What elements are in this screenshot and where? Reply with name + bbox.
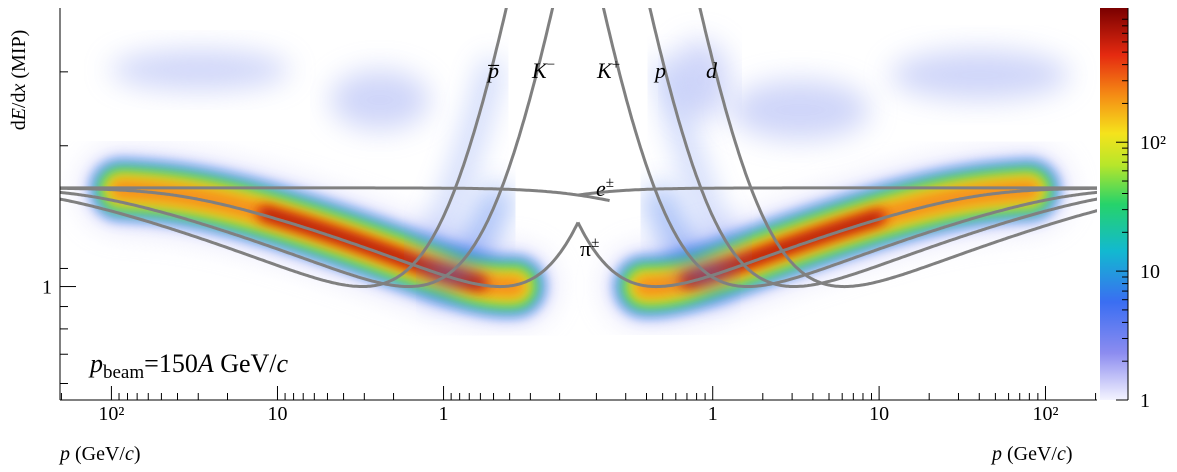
curve-label-base: d: [706, 58, 718, 83]
density-cloud: [890, 50, 1070, 100]
x-tick-label: 10²: [98, 403, 124, 425]
bethe-bloch-curve: [648, 8, 1097, 288]
curve-label-sup: +: [612, 57, 620, 73]
bethe-bloch-curve: [577, 186, 1097, 197]
curve-label: p: [653, 58, 666, 83]
annotation: pbeam=150A GeV/c: [88, 349, 289, 383]
curve-label: π±: [580, 235, 599, 261]
curve-label: e±: [596, 175, 614, 201]
curve-label-base: π: [580, 236, 591, 261]
bethe-bloch-curve: [60, 186, 580, 289]
curve-label-base: p̅: [486, 58, 500, 83]
x-tick-label: 10: [869, 403, 889, 425]
bethe-bloch-curve: [698, 8, 1097, 289]
curve-label: d: [706, 58, 718, 83]
curves: [60, 8, 1097, 289]
z-tick-label: 10²: [1140, 132, 1166, 154]
x-tick-label: 1: [439, 403, 449, 425]
x-tick-label: 1: [708, 403, 718, 425]
curve-label-base: e: [596, 176, 606, 201]
y-tick-label: 1: [42, 277, 52, 299]
bethe-bloch-curve: [576, 186, 1097, 289]
density-cloud: [330, 70, 430, 130]
curve-label-base: p: [653, 58, 666, 83]
bethe-bloch-curve: [60, 8, 555, 288]
curve-label-base: K: [531, 58, 548, 83]
curve-label: K+: [596, 57, 620, 83]
curve-label-sup: −: [547, 57, 555, 73]
curve-label-sup: ±: [591, 235, 599, 251]
bethe-bloch-curve: [601, 8, 1097, 288]
curve-label-sup: ±: [606, 175, 614, 191]
z-tick-label: 1: [1140, 390, 1150, 412]
bethe-bloch-curve: [60, 186, 610, 203]
colorbar: [1100, 8, 1128, 400]
density-cloud: [670, 40, 730, 120]
curve-label-base: K: [596, 58, 613, 83]
x-axis-label-right: p (GeV/c): [990, 443, 1073, 465]
x-tick-label: 10²: [1032, 403, 1058, 425]
x-axis-label-left: p (GeV/c): [58, 443, 141, 465]
y-axis-label: dE/dx (MIP): [8, 30, 30, 131]
curve-label: p̅: [486, 58, 500, 83]
curve-label: K−: [531, 57, 555, 83]
density-cloud: [730, 80, 870, 140]
density-cloud: [110, 50, 290, 90]
bethe-bloch-curve: [60, 8, 508, 288]
z-tick-label: 10: [1140, 261, 1160, 283]
x-tick-label: 10: [267, 403, 287, 425]
